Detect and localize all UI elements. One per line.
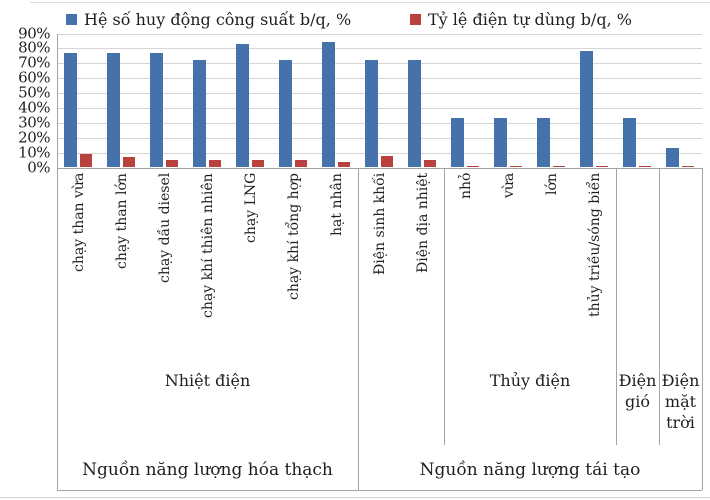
y-axis-tick-label: 0% — [27, 158, 50, 176]
category-tick-label: chạy than vừa — [70, 173, 87, 273]
group-separator — [444, 167, 445, 445]
bar-capacity-factor — [666, 148, 679, 168]
bar-self-use-ratio — [639, 166, 651, 168]
gridline — [57, 93, 702, 95]
legend-swatch-self-use-ratio — [410, 13, 421, 25]
bar-capacity-factor — [408, 60, 421, 168]
bar-self-use-ratio — [123, 157, 135, 168]
bar-capacity-factor — [494, 118, 507, 168]
gridline — [57, 48, 702, 50]
bar-capacity-factor — [150, 52, 163, 168]
bar-self-use-ratio — [338, 161, 350, 168]
gridline — [57, 107, 702, 109]
category-tick-label: chạy than lớn — [113, 173, 130, 269]
category-tick-label: chạy khí thiên nhiên — [199, 173, 216, 318]
x-axis-line — [57, 167, 702, 169]
y-axis-tick-label: 50% — [18, 83, 50, 102]
bar-capacity-factor — [322, 42, 335, 168]
y-axis-tick-label: 10% — [18, 143, 50, 162]
group-label: Nhiệt điện — [164, 371, 251, 390]
bar-self-use-ratio — [166, 160, 178, 168]
group-label: Thủy điện — [489, 371, 571, 390]
y-axis-tick-label: 80% — [18, 38, 50, 57]
bar-capacity-factor — [236, 43, 249, 168]
bar-self-use-ratio — [424, 160, 436, 168]
legend-swatch-capacity-factor — [66, 13, 77, 25]
bar-self-use-ratio — [510, 166, 522, 168]
category-tick-label: thủy triều/sóng biển — [586, 173, 603, 318]
group-separator — [616, 167, 617, 445]
y-axis-tick-label: 90% — [18, 24, 50, 42]
category-tick-label: Điện sinh khối — [371, 173, 388, 276]
category-tick-label: chạy dầu diesel — [156, 173, 173, 284]
y-axis-tick-label: 70% — [18, 53, 50, 72]
bar-self-use-ratio — [467, 166, 479, 168]
legend-item: Tỷ lệ điện tự dùng b/q, % — [410, 9, 632, 29]
category-tick-label: chạy khí tổng hợp — [285, 173, 302, 301]
group-separator — [659, 167, 660, 445]
gridline — [57, 152, 702, 154]
super-group-label: Nguồn năng lượng tái tạo — [419, 460, 641, 480]
super-group-separator — [358, 167, 359, 490]
gridline — [57, 33, 702, 35]
bar-capacity-factor — [279, 60, 292, 168]
legend-label: Hệ số huy động công suất b/q, % — [84, 9, 352, 29]
bar-self-use-ratio — [553, 166, 565, 168]
bar-self-use-ratio — [295, 160, 307, 168]
group-label: Điện gió — [618, 371, 657, 411]
bar-self-use-ratio — [252, 160, 264, 168]
bar-self-use-ratio — [80, 154, 92, 168]
legend-label: Tỷ lệ điện tự dùng b/q, % — [428, 9, 632, 29]
bar-capacity-factor — [537, 118, 550, 168]
table-bottom-line — [57, 490, 702, 491]
bar-capacity-factor — [107, 52, 120, 168]
gridline — [57, 63, 702, 65]
gridline — [57, 122, 702, 124]
category-tick-label: Điện địa nhiệt — [414, 173, 431, 274]
bar-capacity-factor — [365, 60, 378, 168]
category-tick-label: hạt nhân — [328, 173, 345, 236]
y-axis-tick-label: 20% — [18, 128, 50, 147]
category-tick-label: vừa — [500, 173, 517, 199]
category-tick-label: lớn — [543, 173, 560, 195]
bar-self-use-ratio — [596, 166, 608, 168]
y-axis-tick-label: 60% — [18, 68, 50, 87]
document-rule-top — [30, 2, 710, 3]
bar-self-use-ratio — [381, 155, 393, 168]
bar-capacity-factor — [451, 118, 464, 168]
y-axis-tick-label: 40% — [18, 98, 50, 117]
bar-self-use-ratio — [682, 166, 694, 168]
super-group-label: Nguồn năng lượng hóa thạch — [82, 460, 333, 480]
category-tick-label: chạy LNG — [242, 173, 259, 244]
category-tick-label: nhỏ — [457, 173, 474, 200]
bar-capacity-factor — [193, 60, 206, 168]
group-label: Điện mặt trời — [661, 371, 700, 432]
bar-capacity-factor — [64, 52, 77, 168]
bar-capacity-factor — [580, 51, 593, 168]
gridline — [57, 137, 702, 139]
legend-item: Hệ số huy động công suất b/q, % — [66, 9, 351, 29]
y-axis-tick-label: 30% — [18, 113, 50, 132]
document-rule-bottom — [0, 497, 710, 498]
bar-self-use-ratio — [209, 160, 221, 168]
bar-capacity-factor — [623, 118, 636, 168]
table-right-line — [702, 167, 703, 490]
y-axis-line — [57, 33, 58, 490]
gridline — [57, 78, 702, 80]
